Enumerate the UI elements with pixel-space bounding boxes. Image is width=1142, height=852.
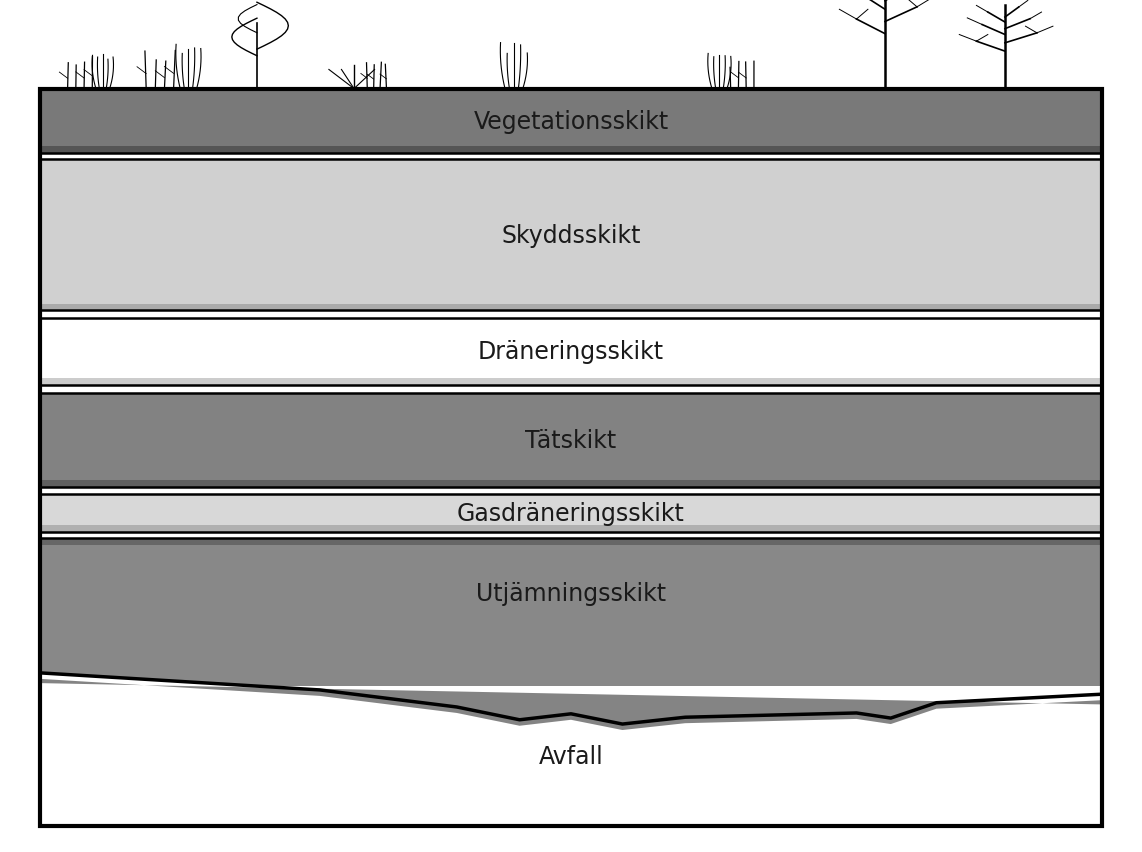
Bar — [40, 526, 1102, 532]
Bar — [40, 304, 1102, 311]
Bar — [40, 686, 1102, 826]
Bar — [40, 394, 1102, 487]
Polygon shape — [40, 538, 1102, 724]
Bar — [40, 319, 1102, 385]
Bar — [40, 494, 1102, 532]
Text: Dräneringsskikt: Dräneringsskikt — [478, 340, 664, 364]
Text: Vegetationsskikt: Vegetationsskikt — [474, 109, 668, 134]
Text: Avfall: Avfall — [539, 744, 603, 769]
Bar — [40, 89, 1102, 153]
Bar — [40, 89, 1102, 826]
Polygon shape — [40, 679, 1102, 730]
Text: Skyddsskikt: Skyddsskikt — [501, 223, 641, 248]
Text: Tätskikt: Tätskikt — [525, 429, 617, 452]
Text: Utjämningsskikt: Utjämningsskikt — [476, 581, 666, 605]
Bar — [40, 538, 1102, 545]
Bar — [40, 160, 1102, 311]
Bar — [40, 378, 1102, 385]
Bar — [40, 147, 1102, 153]
Bar — [40, 481, 1102, 487]
Text: Gasdräneringsskikt: Gasdräneringsskikt — [457, 501, 685, 526]
